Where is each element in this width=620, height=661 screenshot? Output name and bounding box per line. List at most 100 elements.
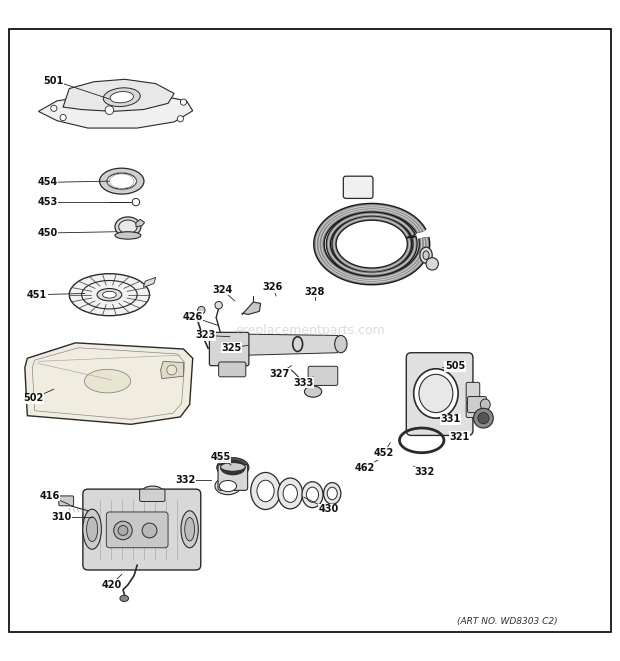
Text: 416: 416: [40, 491, 60, 501]
Circle shape: [426, 258, 438, 270]
Circle shape: [215, 301, 223, 309]
FancyBboxPatch shape: [219, 362, 246, 377]
FancyBboxPatch shape: [218, 465, 247, 490]
FancyBboxPatch shape: [466, 382, 480, 403]
Ellipse shape: [120, 596, 128, 602]
Circle shape: [478, 412, 489, 424]
Text: 502: 502: [24, 393, 43, 403]
FancyBboxPatch shape: [467, 397, 487, 412]
FancyBboxPatch shape: [210, 332, 249, 366]
Text: 430: 430: [319, 504, 339, 514]
Text: 455: 455: [210, 452, 231, 462]
Circle shape: [142, 523, 157, 538]
Polygon shape: [63, 79, 174, 112]
Circle shape: [51, 105, 57, 112]
Text: (ART NO. WD8303 C2): (ART NO. WD8303 C2): [457, 617, 558, 627]
Ellipse shape: [327, 487, 337, 500]
Text: 332: 332: [175, 475, 195, 485]
Ellipse shape: [84, 369, 131, 393]
Text: 426: 426: [183, 312, 203, 322]
Ellipse shape: [110, 92, 133, 103]
Ellipse shape: [302, 482, 323, 508]
Circle shape: [177, 116, 184, 122]
Text: 321: 321: [450, 432, 469, 442]
Ellipse shape: [103, 292, 116, 298]
Ellipse shape: [115, 217, 141, 237]
Circle shape: [180, 99, 187, 105]
FancyBboxPatch shape: [106, 512, 168, 548]
Ellipse shape: [221, 460, 245, 475]
Ellipse shape: [217, 457, 249, 477]
Circle shape: [118, 525, 128, 535]
Circle shape: [105, 106, 113, 114]
Text: 333: 333: [294, 378, 314, 388]
Ellipse shape: [257, 481, 274, 502]
Circle shape: [167, 365, 177, 375]
Polygon shape: [161, 362, 184, 379]
Text: 505: 505: [445, 362, 465, 371]
Text: 450: 450: [38, 228, 58, 238]
Text: 420: 420: [101, 580, 122, 590]
Ellipse shape: [87, 517, 98, 541]
Polygon shape: [247, 334, 338, 355]
Ellipse shape: [306, 487, 319, 502]
Ellipse shape: [480, 399, 490, 410]
FancyBboxPatch shape: [83, 489, 201, 570]
Ellipse shape: [104, 88, 140, 106]
Ellipse shape: [97, 289, 122, 301]
Ellipse shape: [335, 335, 347, 353]
Ellipse shape: [181, 511, 198, 548]
Ellipse shape: [215, 477, 241, 494]
Text: 328: 328: [305, 287, 325, 297]
Ellipse shape: [142, 486, 164, 498]
Text: 452: 452: [374, 447, 394, 457]
Ellipse shape: [69, 274, 149, 316]
Text: 310: 310: [51, 512, 72, 522]
Text: 325: 325: [221, 343, 242, 353]
Ellipse shape: [221, 463, 245, 471]
Ellipse shape: [278, 478, 303, 509]
FancyBboxPatch shape: [59, 496, 74, 506]
Polygon shape: [143, 278, 156, 288]
Circle shape: [132, 198, 140, 206]
Ellipse shape: [107, 173, 136, 189]
Ellipse shape: [83, 509, 102, 549]
FancyBboxPatch shape: [343, 176, 373, 198]
Ellipse shape: [304, 386, 322, 397]
Ellipse shape: [185, 518, 195, 541]
Ellipse shape: [283, 485, 298, 502]
Ellipse shape: [115, 232, 141, 239]
Text: 327: 327: [269, 369, 290, 379]
Circle shape: [113, 522, 132, 540]
Circle shape: [474, 408, 494, 428]
Text: 332: 332: [414, 467, 435, 477]
FancyBboxPatch shape: [406, 353, 473, 436]
Polygon shape: [136, 219, 144, 227]
Text: 462: 462: [354, 463, 374, 473]
FancyBboxPatch shape: [308, 366, 338, 385]
Ellipse shape: [324, 483, 341, 504]
Text: 454: 454: [38, 177, 58, 187]
Polygon shape: [38, 95, 193, 128]
Text: 326: 326: [263, 282, 283, 292]
Circle shape: [60, 114, 66, 121]
Ellipse shape: [219, 481, 237, 492]
Text: ereplacementparts.com: ereplacementparts.com: [235, 324, 385, 337]
Text: 324: 324: [212, 285, 232, 295]
FancyBboxPatch shape: [140, 489, 165, 502]
Ellipse shape: [420, 247, 432, 263]
Ellipse shape: [419, 374, 453, 412]
Ellipse shape: [423, 251, 429, 260]
Polygon shape: [25, 343, 193, 424]
FancyBboxPatch shape: [466, 403, 480, 418]
Ellipse shape: [100, 168, 144, 194]
Ellipse shape: [250, 473, 280, 510]
Polygon shape: [242, 302, 260, 315]
Circle shape: [198, 307, 205, 314]
Ellipse shape: [118, 220, 137, 233]
Ellipse shape: [414, 369, 458, 418]
Text: 451: 451: [27, 290, 47, 299]
Text: 323: 323: [195, 330, 215, 340]
Text: 453: 453: [38, 197, 58, 207]
Text: 331: 331: [441, 414, 461, 424]
